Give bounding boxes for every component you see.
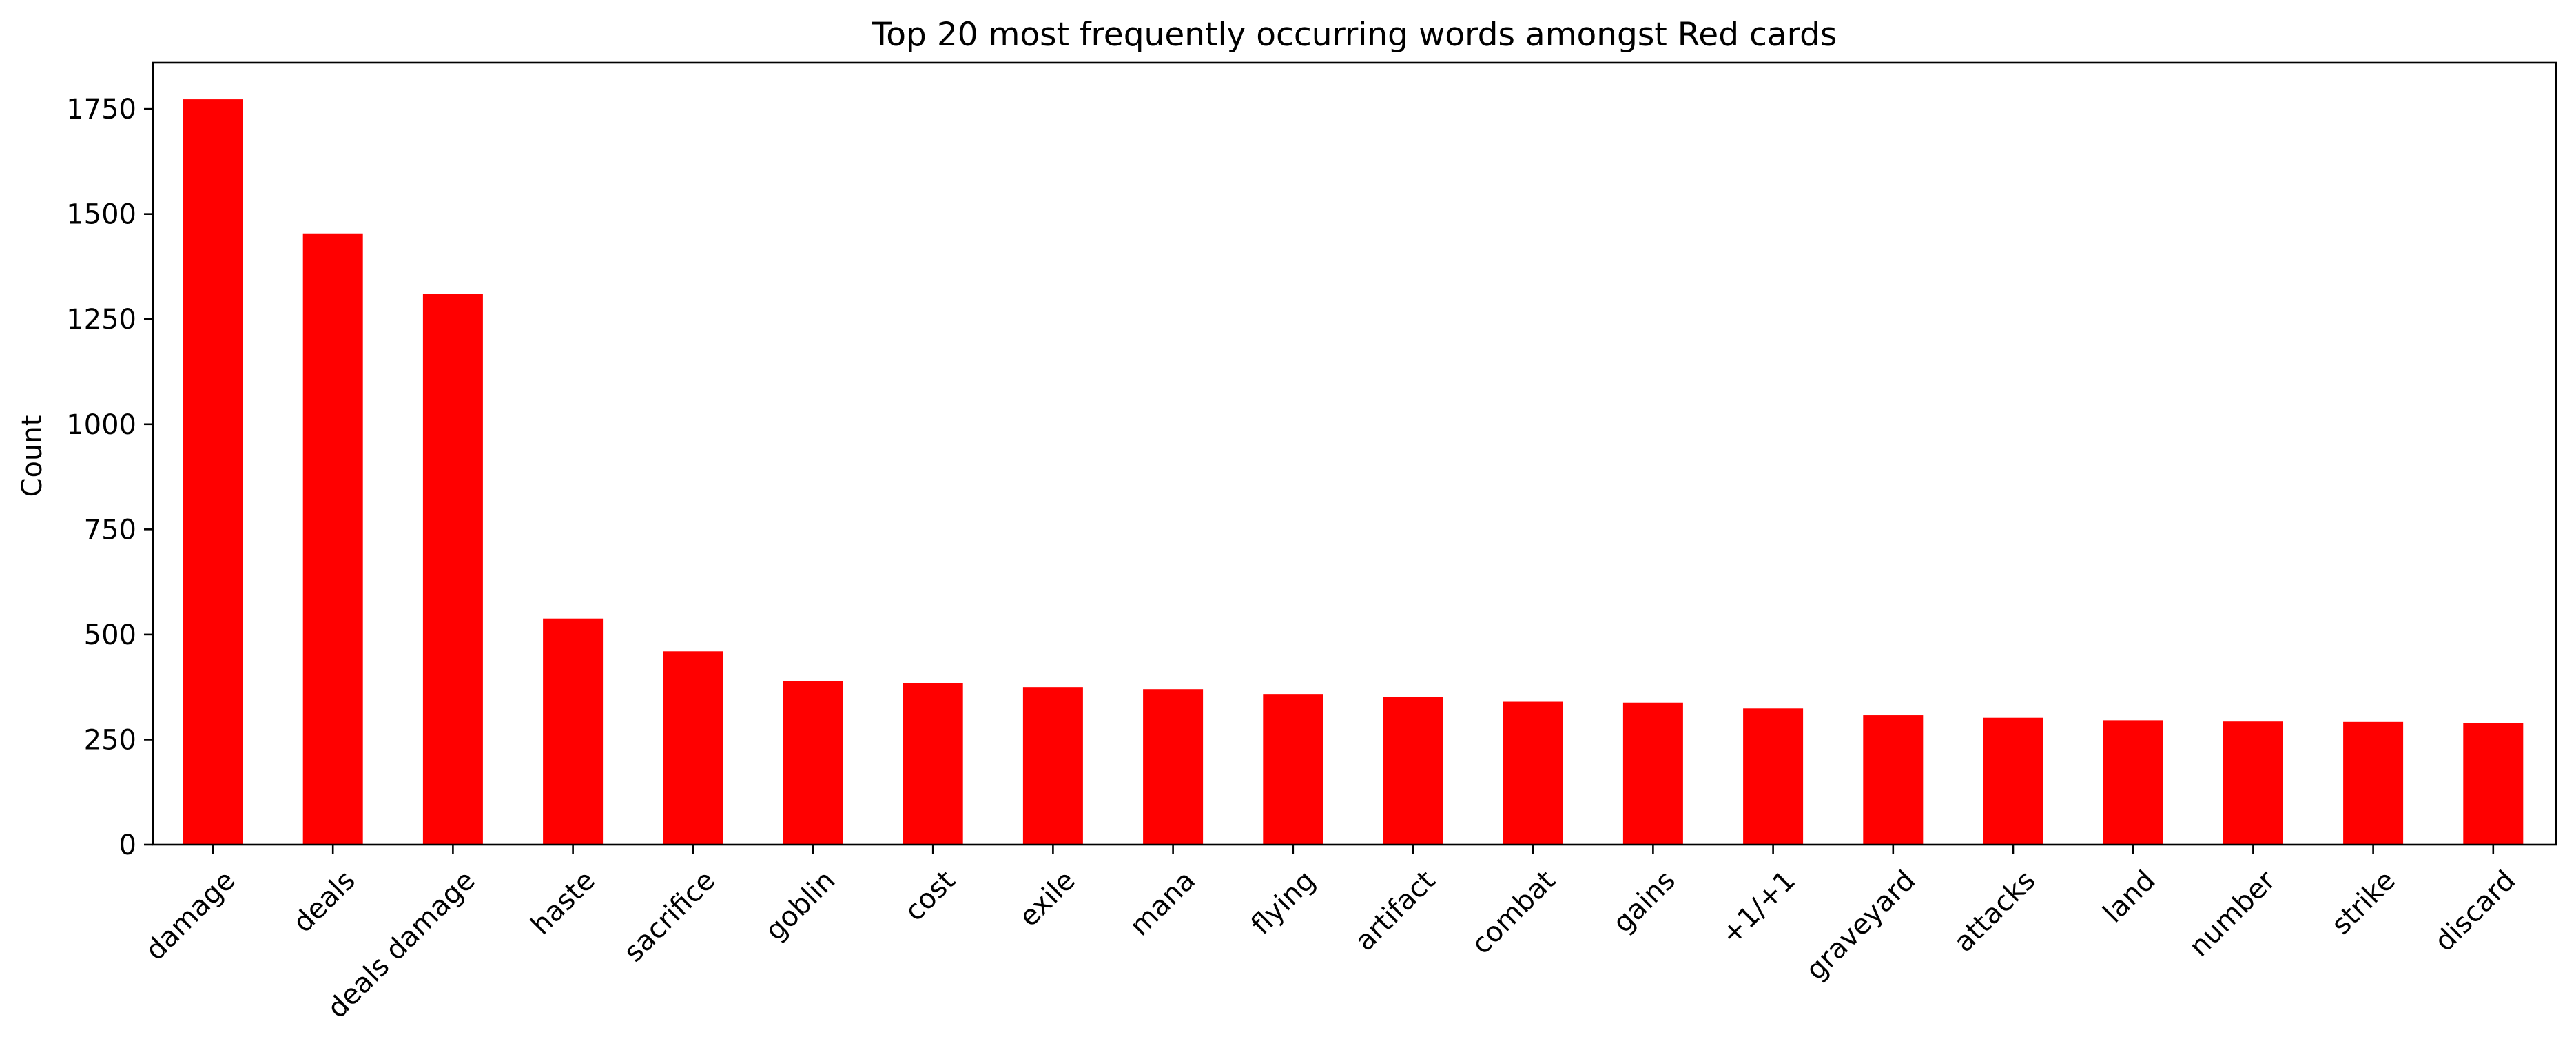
bar-land (2103, 720, 2163, 845)
bar-goblin (783, 681, 843, 845)
bar-damage (183, 99, 243, 845)
y-axis-ticks: 0 250 500 750 1000 1250 1500 1750 (66, 94, 153, 861)
bar-mana (1143, 689, 1204, 845)
bar-exile (1022, 687, 1083, 845)
plot-frame (152, 61, 2557, 846)
bar-sacrifice (663, 651, 723, 845)
bar-cost (903, 683, 963, 845)
y-tick-label: 500 (84, 619, 136, 651)
y-axis-label: Count (17, 415, 48, 497)
y-tick-label: 1750 (66, 94, 136, 125)
bar-graveyard (1863, 715, 1924, 845)
bar-deals (302, 233, 363, 845)
bar-combat (1503, 701, 1563, 845)
bar-gains (1622, 702, 1683, 845)
bar-1-1 (1743, 708, 1804, 845)
bar-artifact (1383, 697, 1443, 845)
bar-number (2223, 721, 2283, 845)
y-tick-label: 1250 (66, 304, 136, 336)
bar-haste (543, 618, 604, 845)
y-tick-label: 1500 (66, 199, 136, 231)
y-tick-label: 0 (119, 830, 136, 861)
chart-title: Top 20 most frequently occurring words a… (872, 16, 1837, 54)
bar-flying (1263, 694, 1323, 845)
bar-series (183, 99, 2524, 845)
bar-deals-damage (422, 294, 483, 845)
y-tick-label: 250 (84, 724, 136, 756)
bar-attacks (1983, 717, 2043, 845)
bar-strike (2343, 721, 2404, 845)
y-tick-label: 750 (84, 514, 136, 546)
bar-discard (2463, 723, 2524, 845)
y-tick-label: 1000 (66, 409, 136, 441)
